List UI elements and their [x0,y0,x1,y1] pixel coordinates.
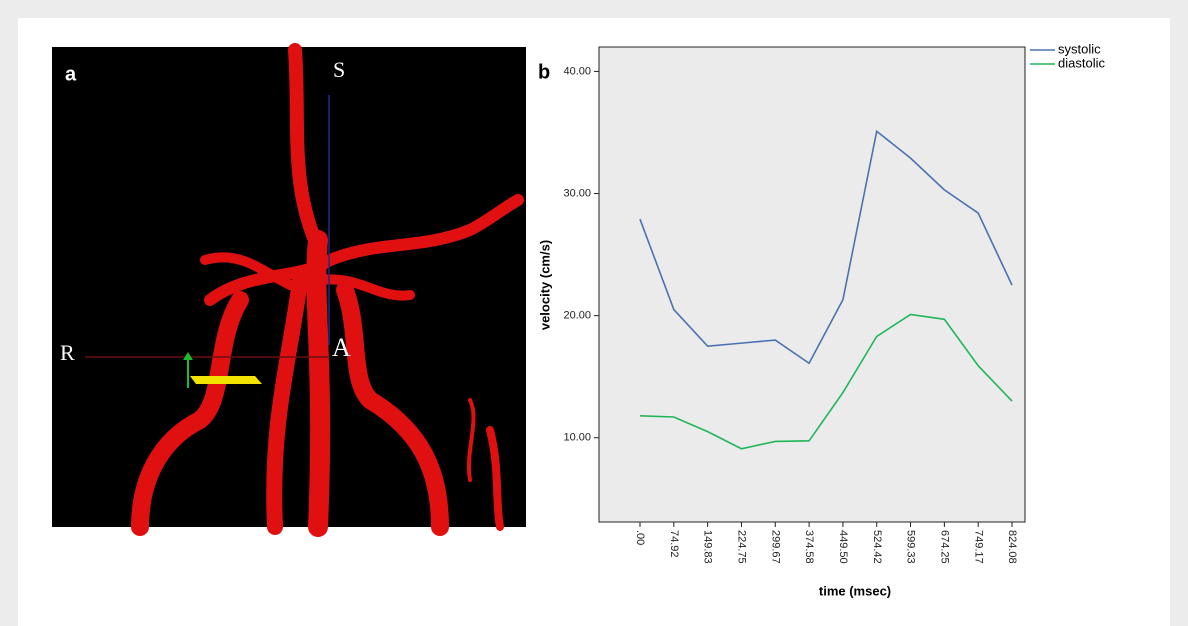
panel-label: a [65,63,77,85]
x-axis-title: time (msec) [819,583,891,598]
x-tick-label: 449.50 [837,530,849,564]
legend-label: systolic [1058,41,1101,56]
panel-label: b [538,61,550,83]
panel-a: a S R A [52,43,526,537]
x-tick-label: 524.42 [871,530,883,564]
y-tick-label: 40.00 [563,65,591,77]
x-tick-label: 599.33 [905,530,917,564]
y-tick-label: 30.00 [563,187,591,199]
orientation-label: A [332,333,351,362]
chart: b time (msec) velocity (cm/s) 10.00 20.00… [537,41,1105,598]
y-tick-label: 10.00 [563,432,591,444]
x-tick-label: 299.67 [769,530,781,564]
series-line [639,313,1013,450]
orientation-label: R [60,340,75,365]
legend-label: diastolic [1058,55,1105,70]
x-tick-label: 824.08 [1006,530,1018,564]
x-tick-label: 149.83 [702,530,714,564]
orientation-label: S [333,57,345,82]
x-tick-label: 674.25 [938,530,950,564]
x-tick-label: 749.17 [972,530,984,564]
y-axis-title: velocity (cm/s) [537,240,552,330]
x-tick-label: 224.75 [736,530,748,564]
plot-area [598,46,1026,523]
x-tick-label: 74.92 [668,530,680,558]
plane-marker [190,376,262,384]
vessels [131,43,524,537]
y-tick-label: 20.00 [563,310,591,322]
x-tick-label: 374.58 [803,530,815,564]
x-tick-label: .00 [634,530,646,545]
arrow-head [183,352,193,360]
series-line [639,129,1013,365]
